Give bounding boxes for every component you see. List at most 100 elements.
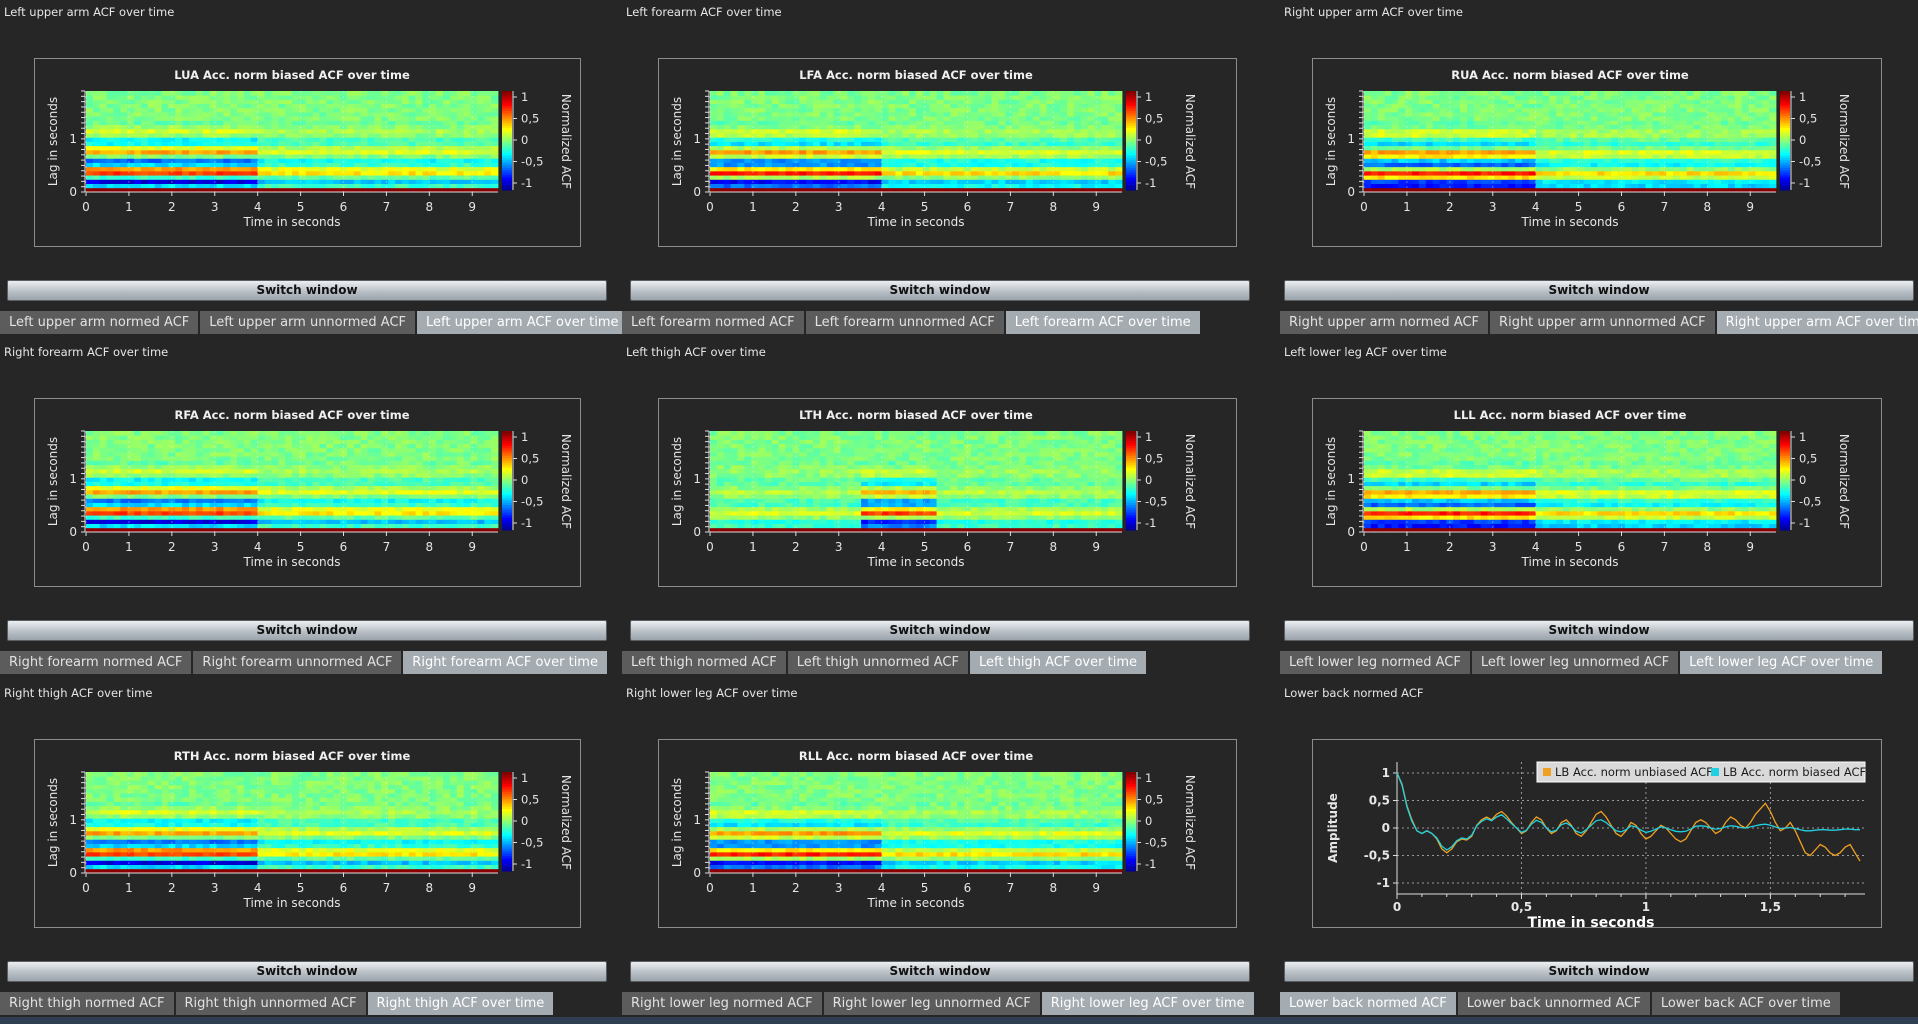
heatmap-cell: [202, 120, 210, 126]
switch-window-button[interactable]: Switch window: [7, 280, 607, 301]
tab-unnormed[interactable]: Left forearm unnormed ACF: [805, 311, 1004, 334]
tab-unnormed[interactable]: Right upper arm unnormed ACF: [1490, 311, 1715, 334]
heatmap-cell: [1067, 112, 1075, 117]
tab-normed[interactable]: Left upper arm normed ACF: [0, 311, 199, 334]
heatmap-cell: [470, 145, 478, 151]
heatmap-cell: [230, 141, 238, 147]
heatmap-cell: [429, 112, 437, 117]
heatmap-cell: [751, 154, 759, 159]
heatmap-cell: [86, 510, 94, 516]
heatmap-cell: [1638, 187, 1646, 193]
heatmap-cell: [312, 120, 320, 126]
heatmap-cell: [175, 112, 183, 117]
heatmap-cell: [1515, 95, 1523, 100]
switch-window-button[interactable]: Switch window: [1284, 280, 1914, 301]
heatmap-cell: [1693, 103, 1701, 109]
heatmap-cell: [1679, 170, 1688, 176]
heatmap-cell: [1570, 120, 1578, 126]
heatmap-cell: [1412, 120, 1420, 126]
heatmap-cell: [113, 116, 121, 121]
heatmap-cell: [730, 179, 738, 184]
tab-over-time[interactable]: Right upper arm ACF over time: [1716, 311, 1918, 334]
heatmap-cell: [1005, 166, 1013, 172]
heatmap-cell: [1563, 133, 1571, 138]
heatmap-cell: [1391, 187, 1399, 193]
heatmap-cell: [1638, 175, 1646, 180]
heatmap-cell: [1707, 103, 1715, 109]
heatmap-cell: [902, 179, 910, 184]
heatmap-cell: [1686, 145, 1694, 151]
heatmap-cell: [230, 116, 238, 121]
tab-unnormed[interactable]: Left upper arm unnormed ACF: [200, 311, 416, 334]
heatmap-cell: [1528, 91, 1537, 96]
heatmap-cell: [1473, 128, 1482, 134]
switch-window-button[interactable]: Switch window: [630, 280, 1250, 301]
heatmap-cell: [970, 141, 979, 147]
heatmap-cell: [1046, 141, 1054, 147]
heatmap-cell: [730, 99, 738, 105]
heatmap-cell: [1631, 141, 1640, 147]
heatmap-cell: [1741, 116, 1749, 121]
heatmap-cell: [120, 133, 128, 138]
heatmap-cell: [477, 183, 485, 189]
heatmap-cell: [1032, 183, 1040, 189]
heatmap-cell: [861, 95, 869, 100]
heatmap-cell: [1480, 179, 1488, 184]
heatmap-cell: [991, 99, 999, 105]
heatmap-cell: [113, 137, 121, 142]
heatmap-cell: [785, 175, 793, 180]
heatmap-cell: [771, 133, 780, 138]
heatmap-cell: [861, 133, 869, 138]
heatmap-cell: [161, 515, 169, 520]
heatmap-cell: [216, 103, 224, 109]
heatmap-cell: [991, 149, 999, 155]
heatmap-cell: [92, 133, 101, 138]
colorbar-step: [502, 177, 512, 181]
heatmap-cell: [943, 137, 951, 142]
heatmap-cell: [1039, 170, 1047, 176]
heatmap-cell: [1638, 107, 1646, 113]
heatmap-cell: [237, 154, 245, 159]
heatmap-cell: [381, 158, 389, 163]
heatmap-cell: [1556, 91, 1564, 96]
heatmap-cell: [202, 175, 210, 180]
heatmap-cell: [1528, 128, 1537, 134]
heatmap-cell: [1432, 154, 1440, 159]
heatmap-cell: [1384, 116, 1392, 121]
tab-over-time[interactable]: Left forearm ACF over time: [1005, 311, 1200, 334]
heatmap-cell: [1762, 141, 1770, 147]
tab-normed[interactable]: Right upper arm normed ACF: [1280, 311, 1489, 334]
heatmap-cell: [764, 120, 773, 126]
heatmap-cell: [1638, 95, 1646, 100]
heatmap-cell: [92, 103, 101, 109]
heatmap-cell: [1019, 166, 1027, 172]
heatmap-cell: [1686, 175, 1694, 180]
heatmap-cell: [723, 133, 731, 138]
tab-over-time[interactable]: Left upper arm ACF over time: [417, 311, 628, 334]
heatmap-cell: [799, 183, 807, 189]
heatmap-cell: [833, 170, 841, 176]
heatmap-cell: [1769, 145, 1777, 151]
heatmap-cell: [1019, 162, 1027, 168]
heatmap-cell: [799, 99, 807, 105]
heatmap-cells: [86, 431, 499, 533]
heatmap-cell: [99, 179, 107, 184]
heatmap-cell: [806, 162, 814, 168]
tab-normed[interactable]: Left forearm normed ACF: [622, 311, 804, 334]
heatmap-cell: [1094, 103, 1102, 109]
heatmap-cell: [1012, 187, 1020, 193]
heatmap-cell: [230, 162, 238, 168]
colorbar-tick-label: -0,5: [1799, 155, 1821, 169]
heatmap-cell: [867, 95, 876, 100]
heatmap-cell: [1080, 187, 1089, 193]
heatmap-cell: [970, 187, 979, 193]
heatmap-cell: [867, 116, 876, 121]
heatmap-cell: [1604, 179, 1612, 184]
heatmap-cell: [1549, 95, 1557, 100]
heatmap-cell: [113, 435, 121, 440]
heatmap-cell: [977, 137, 986, 142]
heatmap-cell: [1700, 183, 1708, 189]
heatmap-cell: [209, 170, 217, 176]
heatmap-cell: [881, 179, 889, 184]
heatmap-cell: [1087, 154, 1095, 159]
